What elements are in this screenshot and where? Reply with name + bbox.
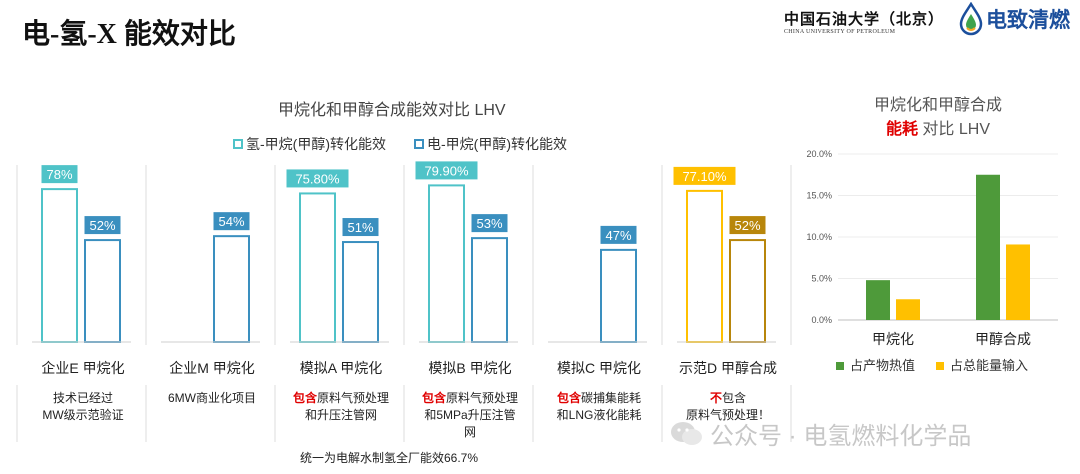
data-label-elec: 52% [89,218,115,233]
brand-logo: 电致清燃 [958,2,1070,36]
university-logo: 中国石油大学（北京） CHINA UNIVERSITY OF PETROLEUM [784,8,944,35]
bar-elec [84,239,121,343]
legend-label-elec: 电-甲烷(甲醇)转化能效 [427,136,567,152]
bar-product-heat [976,174,1000,320]
y-tick-label: 0.0% [811,315,832,325]
bar-product-heat [866,280,890,320]
note-text: 和升压注管网 [304,408,377,422]
category-label: 企业M 甲烷化 [169,360,255,376]
note-text: 6MW商业化项目 [168,391,256,405]
bar-h2 [41,188,78,343]
y-tick-label: 10.0% [806,232,832,242]
data-label-elec: 51% [347,220,373,235]
category-note: 包含原料气预处理和升压注管网 [277,390,405,424]
bar-total-input [1006,244,1030,320]
right-chart-title-red: 能耗 [885,121,918,138]
bar-h2 [299,192,336,343]
legend-item-elec: 电-甲烷(甲醇)转化能效 [414,134,567,154]
data-label-bg-elec [471,214,508,233]
data-label-h2: 75.80% [295,171,340,186]
note-text: 原料气预处理 [446,391,519,405]
legend-swatch-h2 [233,139,243,149]
legend-swatch [836,362,844,370]
bar-elec [213,235,250,343]
data-label-bg-elec [342,218,379,237]
category-label: 示范D 甲醇合成 [679,360,777,376]
bar-elec [600,248,637,344]
watermark-text: 公众号 · 电氢燃料化学品 [710,423,972,450]
university-name-cn: 中国石油大学（北京） [784,11,945,28]
data-label-elec: 53% [476,216,502,231]
bar-elec [471,237,508,343]
left-chart-title: 甲烷化和甲醇合成能效对比 LHV [278,102,506,119]
note-text: 原料气预处理！ [685,408,770,422]
data-label-bg-h2 [286,169,349,188]
legend-item-h2: 氢-甲烷(甲醇)转化能效 [233,134,386,154]
bar-elec [342,241,379,343]
left-chart-legend: 氢-甲烷(甲醇)转化能效 电-甲烷(甲醇)转化能效 [233,134,567,154]
note-text: 技术已经过 [52,391,113,405]
note-text: 原料气预处理 [317,391,390,405]
x-tick-label: 甲烷化 [872,331,914,347]
data-label-bg-elec [84,216,121,235]
note-highlight: 包含 [292,391,317,405]
category-note: 包含碳捕集能耗和LNG液化能耗 [535,390,663,424]
right-chart-title-line2: 能耗 对比 LHV [838,118,1038,142]
note-text: 和LNG液化能耗 [556,408,642,422]
data-label-bg-h2 [673,166,736,185]
category-label: 模拟A 甲烷化 [299,360,383,376]
data-label-elec: 52% [734,218,760,233]
legend-label: 占总能量输入 [950,358,1028,373]
data-label-bg-elec [213,212,250,231]
wechat-icon [671,421,702,445]
category-label: 模拟B 甲烷化 [428,360,512,376]
note-text: 和5MPa升压注管 [424,408,516,422]
data-label-elec: 54% [218,214,244,229]
legend-label: 占产物热值 [850,358,915,373]
category-note: 6MW商业化项目 [148,390,276,407]
legend-swatch-elec [414,139,424,149]
category-note: 技术已经过 MW级示范验证 [19,390,147,424]
note-text: 包含 [722,391,747,405]
droplet-icon [959,2,983,36]
bar-h2 [428,184,465,343]
left-chart: 78% 52% 54% 75.80% 51% 79.90% 53% 47% 77.10% 52% [16,161,792,442]
x-tick-label: 甲醇合成 [975,331,1031,347]
bar-total-input [896,299,920,320]
watermark: 公众号 · 电氢燃料化学品 [670,416,971,451]
right-chart-title-line1: 甲烷化和甲醇合成 [873,97,1002,114]
page-title: 电-氢-X 能效对比 [22,19,236,50]
right-chart-title: 甲烷化和甲醇合成 能耗 对比 LHV [838,94,1038,142]
bar-elec [729,239,766,343]
y-tick-label: 5.0% [811,274,832,284]
data-label-elec: 47% [605,228,631,243]
category-note: 不包含原料气预处理！ [664,390,792,424]
legend-swatch [936,362,944,370]
y-tick-label: 20.0% [806,149,832,159]
note-text: 网 [463,425,476,439]
data-label-h2: 77.10% [682,169,727,184]
note-text: 碳捕集能耗 [581,391,642,405]
note-highlight: 包含 [421,391,446,405]
note-highlight: 不 [709,391,722,405]
note-text: MW级示范验证 [42,408,124,422]
data-label-h2: 78% [46,167,72,182]
category-label: 模拟C 甲烷化 [557,360,641,376]
footer-note: 统一为电解水制氢全厂能效66.7% [300,451,479,465]
university-name-en: CHINA UNIVERSITY OF PETROLEUM [784,29,896,35]
data-label-bg-elec [729,216,766,235]
data-label-bg-h2 [41,165,78,184]
data-label-bg-h2 [415,161,478,180]
data-label-bg-elec [600,225,637,244]
brand-name: 电致清燃 [986,9,1070,32]
category-note: 包含原料气预处理和5MPa升压注管网 [406,390,534,441]
right-chart-title-rest: 对比 LHV [917,121,991,138]
bar-h2 [686,189,723,343]
data-label-h2: 79.90% [424,163,469,178]
y-tick-label: 15.0% [806,191,832,201]
note-highlight: 包含 [556,391,581,405]
category-label: 企业E 甲烷化 [41,360,125,376]
legend-label-h2: 氢-甲烷(甲醇)转化能效 [246,136,386,152]
